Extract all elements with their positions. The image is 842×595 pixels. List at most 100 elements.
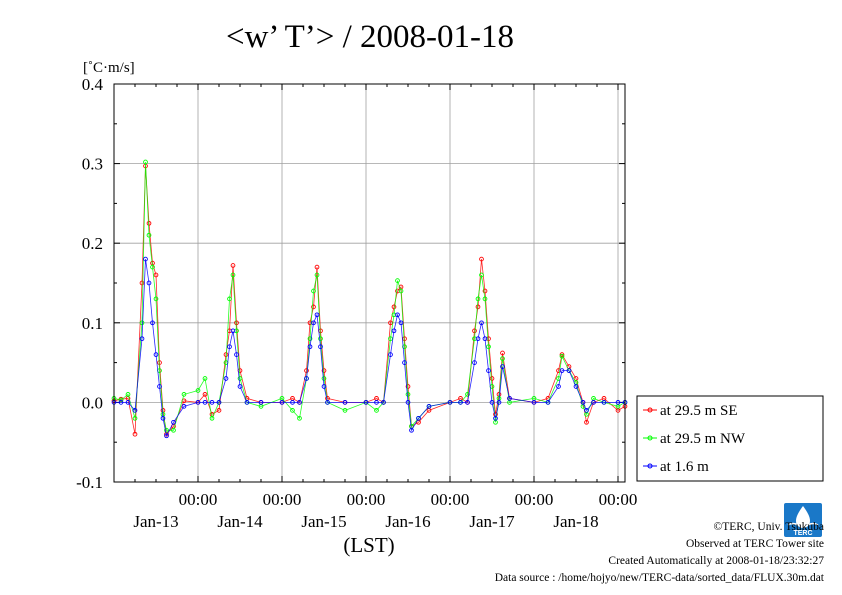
legend-box xyxy=(636,395,824,482)
data-point xyxy=(475,296,481,302)
copyright-credit: ©TERC, Univ. Tsukuba xyxy=(713,521,824,533)
data-point xyxy=(230,263,236,268)
data-point xyxy=(363,400,369,405)
data-point xyxy=(132,408,138,413)
x-tick-time-label: 00:00 xyxy=(179,490,218,509)
data-point xyxy=(297,415,302,421)
data-point xyxy=(545,400,551,405)
legend-marker xyxy=(647,407,653,413)
data-point xyxy=(398,320,404,326)
data-point xyxy=(139,336,145,342)
data-point xyxy=(314,272,320,278)
legend-item: at 29.5 m NW xyxy=(643,431,746,447)
data-point xyxy=(405,384,411,389)
logo-text: TERC xyxy=(793,530,812,537)
data-point xyxy=(297,400,302,405)
data-point xyxy=(374,408,379,413)
x-tick-date-label: Jan-15 xyxy=(301,512,346,531)
data-point xyxy=(321,368,327,373)
series-3 xyxy=(111,256,628,439)
data-point xyxy=(223,376,229,381)
data-point xyxy=(164,427,169,433)
data-point xyxy=(311,288,316,294)
data-point xyxy=(209,400,215,405)
data-point xyxy=(447,400,453,405)
terc-logo: TERC xyxy=(784,503,822,537)
data-point xyxy=(458,400,463,405)
data-point xyxy=(227,344,232,350)
data-source-credit: Data source : /home/hojyo/new/TERC-data/… xyxy=(494,572,824,584)
data-point xyxy=(479,256,484,262)
data-point xyxy=(405,392,411,397)
data-point xyxy=(304,368,309,373)
data-point xyxy=(318,344,323,350)
data-point xyxy=(482,296,488,302)
data-point xyxy=(479,272,484,278)
data-point xyxy=(230,272,236,278)
legend-label: at 29.5 m NW xyxy=(660,431,746,447)
data-point xyxy=(566,368,572,373)
data-point xyxy=(472,360,477,365)
data-point xyxy=(118,400,124,405)
data-point xyxy=(195,388,201,393)
data-point xyxy=(584,419,589,425)
series-2 xyxy=(111,159,628,433)
data-point xyxy=(500,350,505,356)
data-point xyxy=(279,400,285,405)
data-point xyxy=(601,400,607,405)
data-point xyxy=(416,415,421,421)
water-drop-icon xyxy=(796,506,810,528)
data-point xyxy=(181,404,187,409)
data-point xyxy=(388,352,393,357)
observed-credit: Observed at TERC Tower site xyxy=(685,538,824,550)
data-point xyxy=(311,304,316,310)
data-point xyxy=(258,400,264,405)
x-tick-labels: 00:00Jan-1300:00Jan-1400:00Jan-1500:00Ja… xyxy=(133,490,637,531)
data-point xyxy=(475,304,481,310)
data-point xyxy=(482,336,488,342)
data-point xyxy=(486,344,491,350)
legend-label: at 1.6 m xyxy=(660,459,709,475)
data-point xyxy=(584,408,589,413)
data-point xyxy=(591,400,596,405)
legend-marker xyxy=(647,435,653,441)
data-point xyxy=(171,419,176,425)
data-point xyxy=(153,272,159,278)
data-point xyxy=(125,392,131,397)
data-point xyxy=(342,408,348,413)
data-point xyxy=(157,384,162,389)
y-tick-label: 0.1 xyxy=(82,314,103,333)
data-point xyxy=(465,400,470,405)
data-point xyxy=(381,400,386,405)
series-layer xyxy=(111,159,628,439)
data-point xyxy=(405,400,411,405)
data-point xyxy=(146,232,152,238)
data-point xyxy=(391,328,397,334)
data-point xyxy=(143,256,148,262)
data-point xyxy=(234,352,239,357)
data-point xyxy=(615,400,621,405)
legend-label: at 29.5 m SE xyxy=(660,403,738,419)
data-point xyxy=(426,404,432,409)
data-point xyxy=(118,397,124,403)
x-tick-time-label: 00:00 xyxy=(515,490,554,509)
data-point xyxy=(325,400,330,405)
data-point xyxy=(395,278,400,283)
data-point xyxy=(321,376,327,381)
data-point xyxy=(395,312,400,318)
data-point xyxy=(132,431,138,437)
data-point xyxy=(216,400,222,405)
data-point xyxy=(153,352,159,357)
data-point xyxy=(500,356,505,361)
x-tick-date-label: Jan-13 xyxy=(133,512,178,531)
legend-marker xyxy=(647,463,653,469)
data-point xyxy=(160,415,166,421)
data-point xyxy=(227,296,232,302)
data-point xyxy=(237,384,243,389)
x-tick-time-label: 00:00 xyxy=(431,490,470,509)
data-point xyxy=(374,400,379,405)
data-point xyxy=(237,376,243,381)
series-line xyxy=(113,165,626,436)
y-tick-label: 0.0 xyxy=(82,393,103,412)
series-line xyxy=(114,259,625,437)
